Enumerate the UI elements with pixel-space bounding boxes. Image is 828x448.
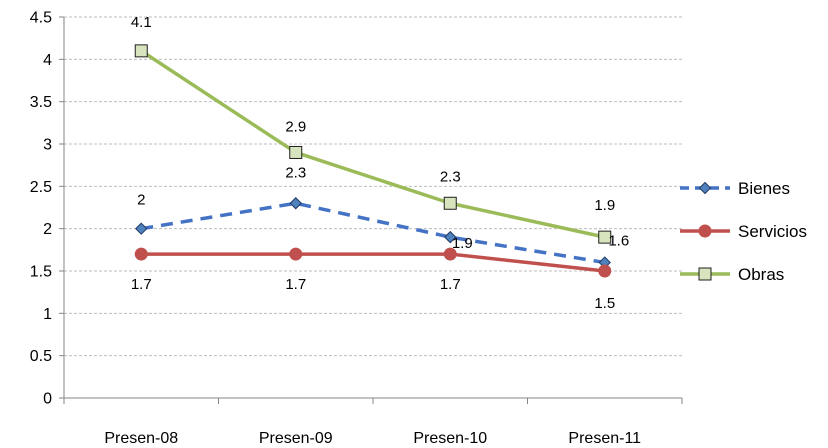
data-point-obras — [443, 196, 457, 210]
data-label-obras: 4.1 — [131, 14, 152, 31]
series-line-obras — [140, 49, 606, 239]
data-label-bienes: 1.6 — [608, 233, 629, 250]
legend: Bienes Servicios Obras — [680, 179, 807, 284]
data-point-obras — [134, 44, 148, 58]
axes: 0 0.5 1 1.5 2 2.5 3 3.5 4 4.5 Presen-08 Presen-09 Pr… — [30, 10, 683, 447]
data-label-bienes: 1.9 — [452, 235, 473, 252]
x-tick-label: Presen-09 — [259, 430, 333, 447]
series — [134, 44, 612, 278]
gridlines — [64, 16, 682, 357]
y-tick-label: 0.5 — [30, 348, 52, 365]
data-label-bienes: 2.3 — [285, 164, 306, 181]
y-tick-label: 3 — [43, 137, 52, 154]
data-label-servicios: 1.7 — [440, 276, 461, 293]
data-point-servicios — [598, 264, 612, 278]
y-tick-label: 2.5 — [30, 179, 52, 196]
y-tick-label: 2 — [43, 221, 52, 238]
data-label-servicios: 1.7 — [285, 276, 306, 293]
legend-label-servicios: Servicios — [738, 222, 807, 241]
data-labels: 2 2.3 1.9 1.6 1.7 1.7 1.7 1.5 4.1 2.9 2.3 1.9 — [131, 14, 629, 312]
data-point-servicios — [289, 247, 303, 261]
data-label-obras: 1.9 — [594, 197, 615, 214]
data-label-servicios: 1.5 — [594, 295, 615, 312]
data-point-bienes — [289, 197, 302, 210]
data-point-bienes — [135, 222, 148, 235]
y-tick-label: 3.5 — [30, 94, 52, 111]
series-line-servicios — [141, 252, 605, 273]
data-point-bienes — [444, 230, 457, 244]
x-tick-label: Presen-08 — [104, 430, 178, 447]
data-point-servicios — [134, 247, 148, 261]
x-tick-label: Presen-11 — [568, 430, 641, 447]
data-point-obras — [289, 145, 303, 159]
y-tick-label: 4.5 — [30, 10, 52, 27]
legend-label-obras: Obras — [738, 265, 784, 284]
legend-marker-servicios — [698, 224, 712, 238]
y-tick-label: 0 — [43, 391, 52, 408]
y-tick-label: 1 — [43, 306, 52, 323]
legend-marker-bienes — [698, 181, 712, 195]
data-point-obras — [598, 230, 612, 244]
x-tick-label: Presen-10 — [413, 430, 487, 447]
y-tick-label: 1.5 — [30, 264, 52, 281]
data-label-obras: 2.9 — [285, 118, 306, 135]
data-label-obras: 2.3 — [440, 168, 461, 185]
data-point-servicios — [443, 247, 457, 261]
y-tick-label: 4 — [43, 52, 52, 69]
legend-label-bienes: Bienes — [738, 179, 790, 198]
legend-marker-obras — [698, 267, 712, 281]
data-label-servicios: 1.7 — [131, 276, 152, 293]
data-label-bienes: 2 — [137, 192, 145, 209]
